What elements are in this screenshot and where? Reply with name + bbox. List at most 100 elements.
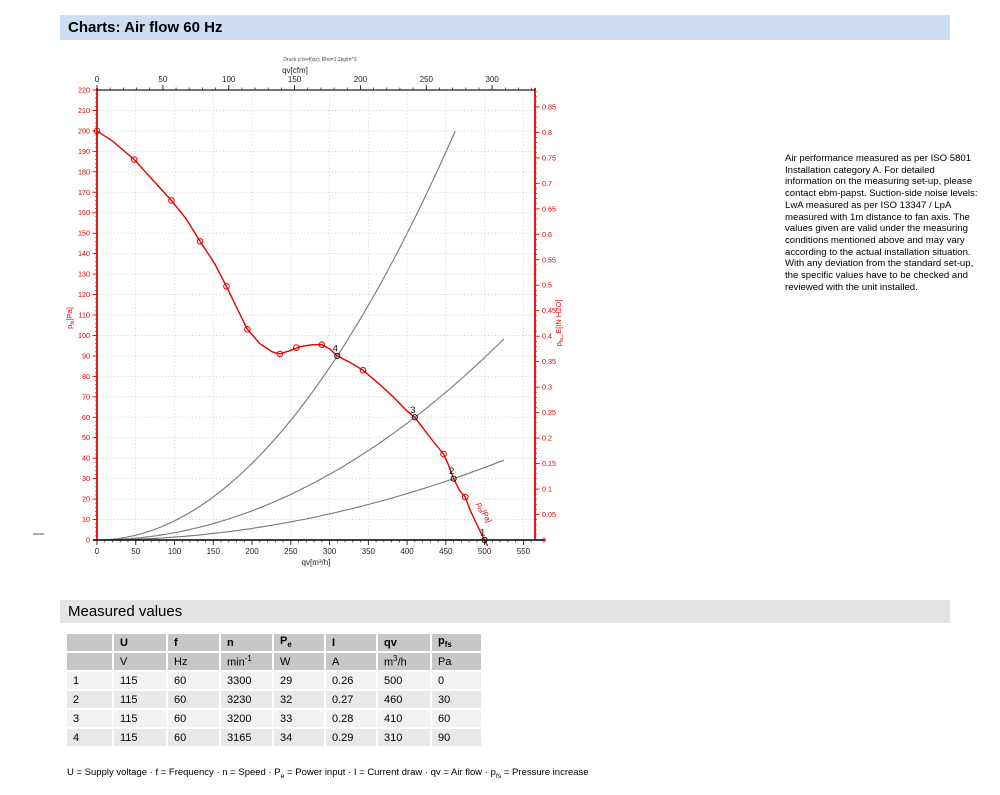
svg-text:200: 200 [78, 126, 90, 135]
svg-text:50: 50 [82, 433, 90, 442]
value-cell: 60 [168, 729, 219, 746]
page-margin-mark [33, 533, 44, 535]
value-cell: 60 [168, 672, 219, 689]
svg-text:0.5: 0.5 [542, 281, 552, 290]
unit-cell: Pa [432, 653, 481, 670]
svg-text:550: 550 [517, 547, 531, 556]
svg-text:500: 500 [478, 547, 492, 556]
grid [97, 90, 535, 540]
value-cell: 34 [274, 729, 324, 746]
value-cell: 29 [274, 672, 324, 689]
column-header: pfs [432, 634, 481, 651]
value-cell: 115 [114, 691, 166, 708]
operating-point-label: 3 [410, 405, 415, 416]
table-row: 1 115 60 3300 29 0.26 500 0 [67, 672, 481, 689]
svg-text:210: 210 [78, 106, 90, 115]
value-cell: 410 [378, 710, 430, 727]
column-header: f [168, 634, 219, 651]
value-cell: 3200 [221, 710, 272, 727]
measurement-note: Air performance measured as per ISO 5801… [785, 153, 978, 293]
fan-curve-marker [168, 197, 175, 204]
value-cell: 3230 [221, 691, 272, 708]
value-cell: 0 [432, 672, 481, 689]
svg-text:50: 50 [131, 547, 140, 556]
table-row: 4 115 60 3165 34 0.29 310 90 [67, 729, 481, 746]
svg-text:0: 0 [95, 547, 100, 556]
value-cell: 0.29 [326, 729, 376, 746]
svg-text:180: 180 [78, 167, 90, 176]
operating-point-label: 4 [333, 343, 338, 354]
svg-text:pfs[Pa]: pfs[Pa] [65, 307, 76, 329]
svg-text:0: 0 [86, 536, 90, 545]
svg-text:0.65: 0.65 [542, 204, 556, 213]
fan-curve-path [96, 130, 489, 547]
airflow-chart: pfs[Pa] 1 2 3 4 0 10 20 30 40 50 60 70 80 90 100 110 120 1… [30, 52, 580, 577]
svg-text:0.6: 0.6 [542, 230, 552, 239]
value-cell: 30 [432, 691, 481, 708]
corner-cell [67, 653, 112, 670]
value-cell: 60 [168, 710, 219, 727]
value-cell: 33 [274, 710, 324, 727]
svg-text:200: 200 [354, 75, 368, 84]
svg-text:0.1: 0.1 [542, 485, 552, 494]
value-cell: 90 [432, 729, 481, 746]
table-footnote: U = Supply voltage · f = Frequency · n =… [67, 767, 589, 780]
operating-point-label: 1 [480, 528, 485, 539]
value-cell: 3165 [221, 729, 272, 746]
svg-text:100: 100 [168, 547, 182, 556]
row-index: 1 [67, 672, 112, 689]
measured-values-title: Measured values [68, 603, 183, 620]
fan-curve-marker [223, 283, 230, 290]
svg-text:70: 70 [82, 392, 90, 401]
row-index: 2 [67, 691, 112, 708]
svg-text:pfs_E[IN H2O]: pfs_E[IN H2O] [554, 300, 565, 347]
page-title: Charts: Air flow 60 Hz [68, 19, 223, 36]
operating-point-marker [411, 414, 418, 421]
unit-cell: W [274, 653, 324, 670]
operating-points: 1 2 3 4 [333, 343, 488, 544]
airflow-chart-svg: pfs[Pa]123401020304050607080901001101201… [65, 57, 565, 567]
top-axis-title: qv[cfm] [282, 66, 308, 75]
svg-text:300: 300 [485, 75, 499, 84]
chart-mini-title: Druck p fs=f(qv); Rho=1.2kg/m^3 [283, 57, 356, 63]
pressure-axis-left: 0 10 20 30 40 50 60 70 80 90 100 110 120 130 140 150 160… [65, 86, 98, 545]
bottom-axis-title: qv[m³/h] [302, 558, 331, 567]
flow-axis-top: 0 50 100 150 200 250 300 qv[cfm] Druck p fs=f(qv… [95, 57, 535, 91]
fan-curve-marker [318, 341, 326, 348]
fan-curve-marker [359, 366, 367, 374]
table-row: 3 115 60 3200 33 0.28 410 60 [67, 710, 481, 727]
svg-text:80: 80 [82, 372, 90, 381]
unit-cell: A [326, 653, 376, 670]
svg-text:0.35: 0.35 [542, 357, 556, 366]
svg-text:150: 150 [288, 75, 302, 84]
column-header: n [221, 634, 272, 651]
svg-text:120: 120 [78, 290, 90, 299]
svg-text:30: 30 [82, 474, 90, 483]
fan-curve: pfs[Pa] [93, 127, 494, 547]
value-cell: 32 [274, 691, 324, 708]
svg-text:0.45: 0.45 [542, 306, 556, 315]
operating-point-marker [450, 475, 457, 482]
value-cell: 60 [432, 710, 481, 727]
load-curve-through-point-2 [97, 459, 505, 541]
svg-text:20: 20 [82, 495, 90, 504]
svg-text:0.05: 0.05 [542, 510, 556, 519]
fan-curve-marker [461, 493, 469, 501]
svg-text:60: 60 [82, 413, 90, 422]
svg-text:0.3: 0.3 [542, 383, 552, 392]
svg-text:90: 90 [82, 351, 90, 360]
svg-text:200: 200 [245, 547, 259, 556]
unit-cell: Hz [168, 653, 219, 670]
load-curve-through-point-3 [97, 338, 505, 541]
pressure-axis-right: 00.050.10.150.20.250.30.350.40.450.50.55… [534, 88, 565, 545]
unit-cell: min-1 [221, 653, 272, 670]
svg-text:0: 0 [95, 75, 100, 84]
svg-text:0.85: 0.85 [542, 102, 556, 111]
svg-text:450: 450 [439, 547, 453, 556]
fan-curve-marker [130, 156, 138, 163]
unit-cell: m3/h [378, 653, 430, 670]
svg-text:160: 160 [78, 208, 90, 217]
